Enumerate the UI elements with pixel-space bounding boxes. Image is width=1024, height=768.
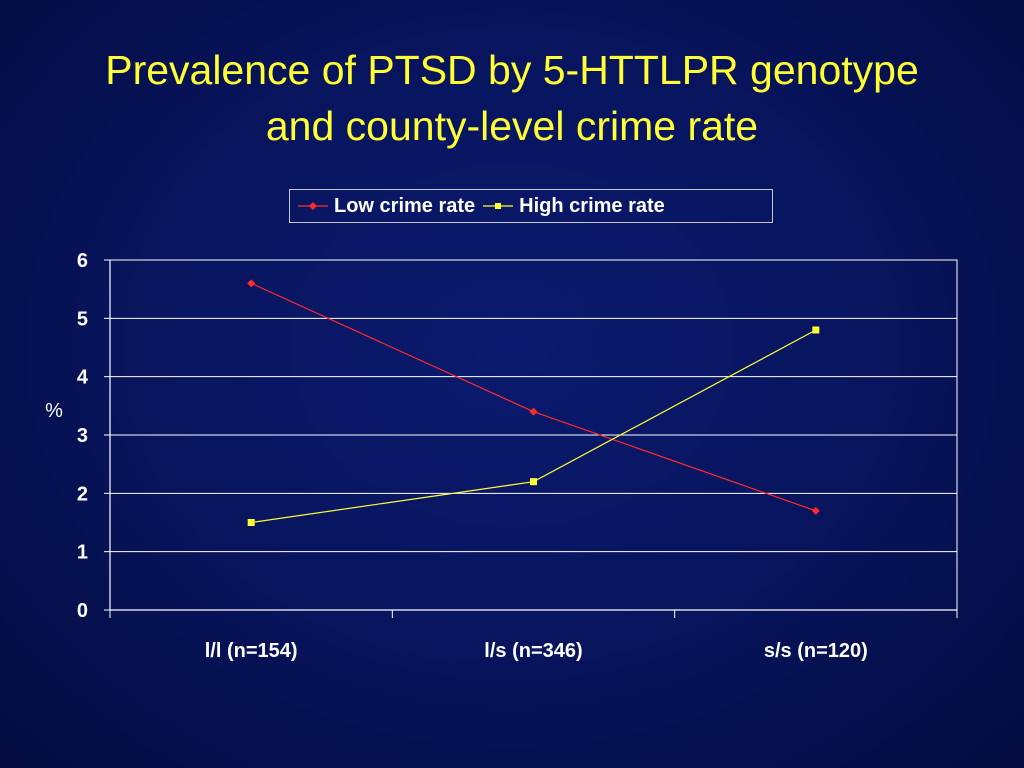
legend-high-marker-icon bbox=[483, 203, 514, 209]
y-tick-label-4: 4 bbox=[77, 367, 89, 389]
y-axis-title: % bbox=[45, 400, 63, 422]
y-tick-label-5: 5 bbox=[77, 308, 88, 330]
data-point-s1-0 bbox=[247, 519, 255, 526]
slide-title-line-1: Prevalence of PTSD by 5-HTTLPR genotype bbox=[105, 47, 919, 93]
data-point-s0-1 bbox=[529, 407, 538, 416]
legend-item-low: Low crime rate bbox=[298, 195, 475, 218]
legend-label-low: Low crime rate bbox=[334, 194, 476, 217]
data-point-s1-1 bbox=[530, 478, 537, 486]
data-point-s1-2 bbox=[812, 326, 820, 334]
legend-low-marker-icon bbox=[298, 202, 328, 210]
legend-label-high: High crime rate bbox=[519, 194, 665, 217]
y-tick-label-3: 3 bbox=[77, 425, 88, 447]
series-line-0 bbox=[250, 282, 817, 512]
legend-item-high: High crime rate bbox=[483, 195, 665, 218]
x-tick-label-1: l/s (n=346) bbox=[484, 640, 582, 662]
slide-title-line-2: and county-level crime rate bbox=[265, 103, 759, 149]
x-tick-label-2: s/s (n=120) bbox=[764, 640, 868, 662]
y-tick-label-1: 1 bbox=[77, 542, 88, 564]
x-tick-label-0: l/l (n=154) bbox=[205, 640, 298, 662]
y-tick-label-6: 6 bbox=[77, 250, 88, 272]
slide-title: Prevalence of PTSD by 5-HTTLPR genotype … bbox=[0, 42, 1024, 154]
y-tick-label-2: 2 bbox=[77, 483, 88, 505]
data-point-s0-2 bbox=[811, 506, 820, 515]
chart-legend: Low crime rate High crime rate bbox=[289, 189, 773, 223]
y-tick-label-0: 0 bbox=[77, 600, 88, 622]
data-point-s0-0 bbox=[247, 279, 256, 288]
